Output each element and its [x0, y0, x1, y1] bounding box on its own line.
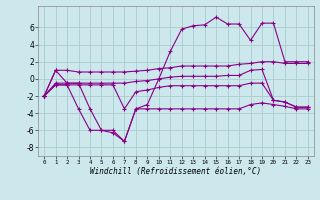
X-axis label: Windchill (Refroidissement éolien,°C): Windchill (Refroidissement éolien,°C) [91, 167, 261, 176]
